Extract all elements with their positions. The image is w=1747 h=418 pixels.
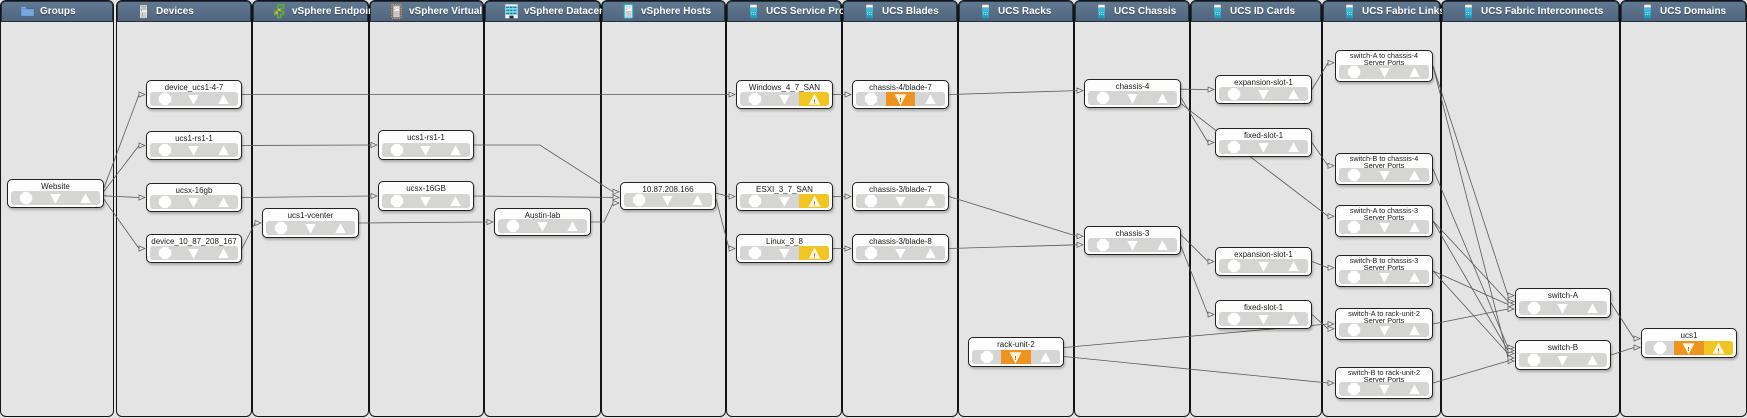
svg-text:!: ! — [1717, 348, 1719, 354]
svg-text:!: ! — [813, 201, 815, 207]
svg-text:!: ! — [1688, 347, 1690, 353]
svg-text:!: ! — [813, 253, 815, 259]
svg-text:!: ! — [1015, 356, 1017, 362]
svg-text:!: ! — [813, 99, 815, 105]
svg-text:!: ! — [900, 98, 902, 104]
